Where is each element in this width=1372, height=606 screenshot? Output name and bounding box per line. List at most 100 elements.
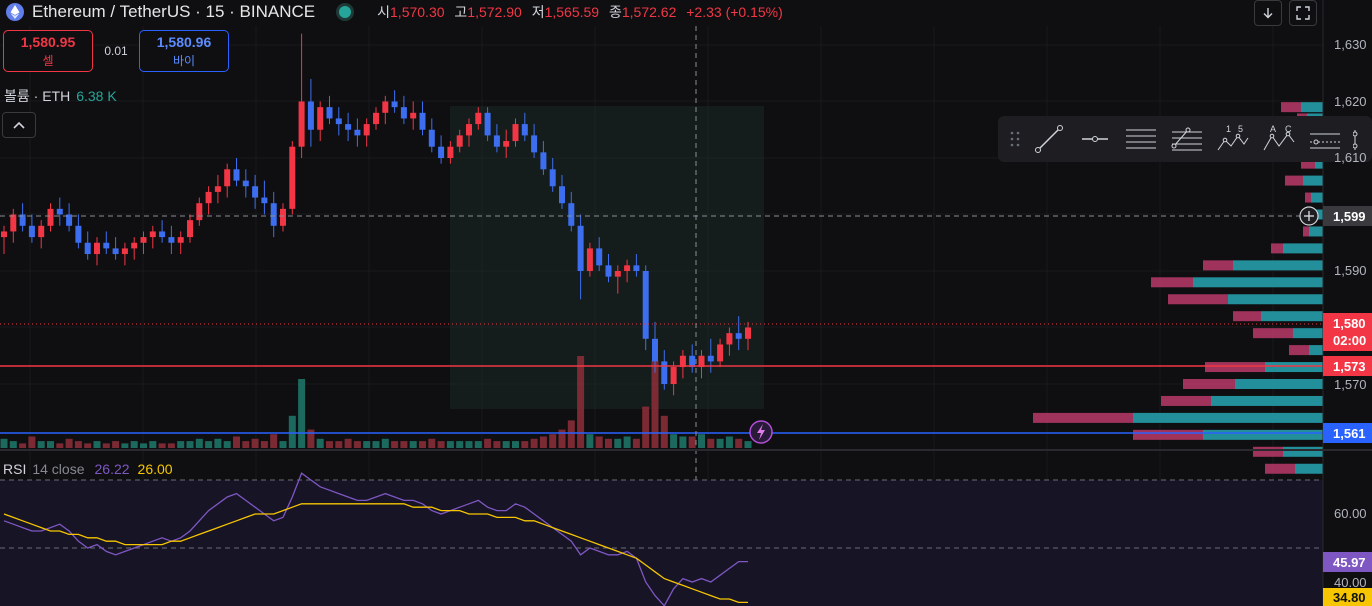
volume-legend[interactable]: 볼륨 · ETH 6.38 K: [4, 86, 117, 106]
volume-bar: [233, 436, 240, 448]
volume-bar: [326, 441, 333, 448]
candle-body: [735, 333, 742, 339]
fib-retracement-icon: [1171, 127, 1202, 151]
candle-body: [633, 265, 640, 271]
candle-body: [94, 242, 100, 255]
blue-line-price-label: 1,561: [1323, 423, 1372, 443]
price-tick: 1,630: [1334, 37, 1367, 52]
svg-text:A: A: [1270, 124, 1276, 134]
volume-profile-buy: [1283, 446, 1323, 457]
buy-price: 1,580.96: [156, 33, 212, 50]
volume-bar: [502, 441, 510, 448]
candle-body: [159, 231, 166, 238]
candle-body: [466, 124, 472, 136]
candle-body: [168, 237, 175, 243]
buy-button[interactable]: 1,580.96 바이: [139, 30, 229, 72]
volume-bar: [270, 434, 278, 448]
projection-icon: [1310, 133, 1340, 149]
rsi-legend[interactable]: RSI 14 close 26.22 26.00: [3, 461, 173, 477]
fullscreen-button[interactable]: [1289, 0, 1317, 26]
price-tick: 1,620: [1334, 94, 1367, 109]
volume-bar: [9, 441, 17, 448]
volume-bar: [214, 438, 222, 448]
volume-profile-buy: [1193, 277, 1323, 288]
crosshair-price-label: 1,599: [1323, 206, 1372, 226]
candle-body: [38, 225, 45, 238]
open-value: 1,570.30: [390, 4, 445, 20]
fullscreen-icon: [1296, 6, 1310, 20]
candle-body: [410, 112, 417, 119]
volume-profile-buy: [1303, 175, 1323, 186]
volume-profile-buy: [1133, 412, 1323, 423]
trend-line-icon: [1035, 125, 1063, 153]
candle-body: [335, 118, 342, 125]
candle-body: [224, 169, 231, 187]
high-label: 고: [454, 4, 468, 20]
volume-bar: [605, 438, 612, 448]
fib-retracement-tool[interactable]: [1164, 119, 1210, 159]
volume-bar: [56, 443, 64, 448]
volume-profile-sell: [1301, 158, 1315, 169]
trend-line-tool[interactable]: [1026, 119, 1072, 159]
volume-bar: [735, 438, 743, 448]
candle-body: [456, 135, 463, 147]
more-tools-button[interactable]: [1348, 119, 1372, 159]
volume-bar: [484, 438, 492, 448]
candle-body: [484, 112, 491, 136]
candle-body: [149, 231, 156, 238]
download-button[interactable]: [1254, 0, 1282, 26]
pitchfork-icon: [1126, 129, 1156, 149]
more-tools-icon: [1353, 130, 1358, 150]
volume-bar: [121, 443, 129, 448]
collapse-legend-button[interactable]: [2, 112, 36, 138]
volume-bar: [102, 443, 110, 448]
candle-body: [652, 338, 658, 362]
volume-profile-sell: [1253, 446, 1283, 457]
add-alert-icon[interactable]: [1299, 206, 1319, 226]
candle-body: [196, 203, 203, 221]
volume-bar: [391, 441, 399, 448]
lightning-icon[interactable]: [749, 420, 773, 444]
candle-body: [661, 361, 668, 384]
volume-bar: [437, 441, 445, 448]
candle-body: [112, 248, 119, 255]
volume-bar: [493, 441, 501, 448]
volume-bar: [186, 441, 194, 448]
volume-profile-sell: [1151, 277, 1193, 288]
projection-tool[interactable]: [1302, 119, 1348, 159]
volume-bar: [195, 438, 203, 448]
candle-body: [438, 146, 445, 158]
volume-bar: [539, 436, 547, 448]
sell-label: 셀: [42, 53, 54, 68]
symbol-title[interactable]: Ethereum / TetherUS · 15 · BINANCE: [32, 2, 316, 21]
volume-bar: [344, 438, 352, 448]
candle-body: [10, 214, 17, 232]
high-value: 1,572.90: [467, 4, 522, 20]
drag-handle-icon[interactable]: [1004, 124, 1026, 154]
sell-button[interactable]: 1,580.95 셀: [3, 30, 93, 72]
horizontal-ray-tool[interactable]: [1072, 119, 1118, 159]
volume-bar: [260, 441, 268, 448]
volume-bar: [707, 438, 715, 448]
candle-body: [586, 248, 593, 271]
candle-body: [131, 242, 138, 249]
volume-bar: [47, 441, 54, 448]
volume-bar: [288, 415, 296, 448]
candle-body: [205, 191, 212, 204]
volume-profile-buy: [1315, 158, 1323, 169]
volume-bar: [698, 434, 705, 448]
candle-body: [679, 355, 686, 368]
volume-profile-sell: [1203, 260, 1233, 271]
candle-body: [419, 112, 426, 130]
rsi-tick: 40.00: [1334, 575, 1367, 590]
volume-profile-sell: [1289, 345, 1309, 356]
volume-bar: [670, 434, 678, 448]
volume-label: 볼륨 · ETH: [4, 88, 71, 104]
volume-bar: [521, 441, 529, 448]
volume-bar: [372, 441, 380, 448]
candle-body: [503, 141, 510, 147]
parallel-channel-tool[interactable]: [1118, 119, 1164, 159]
